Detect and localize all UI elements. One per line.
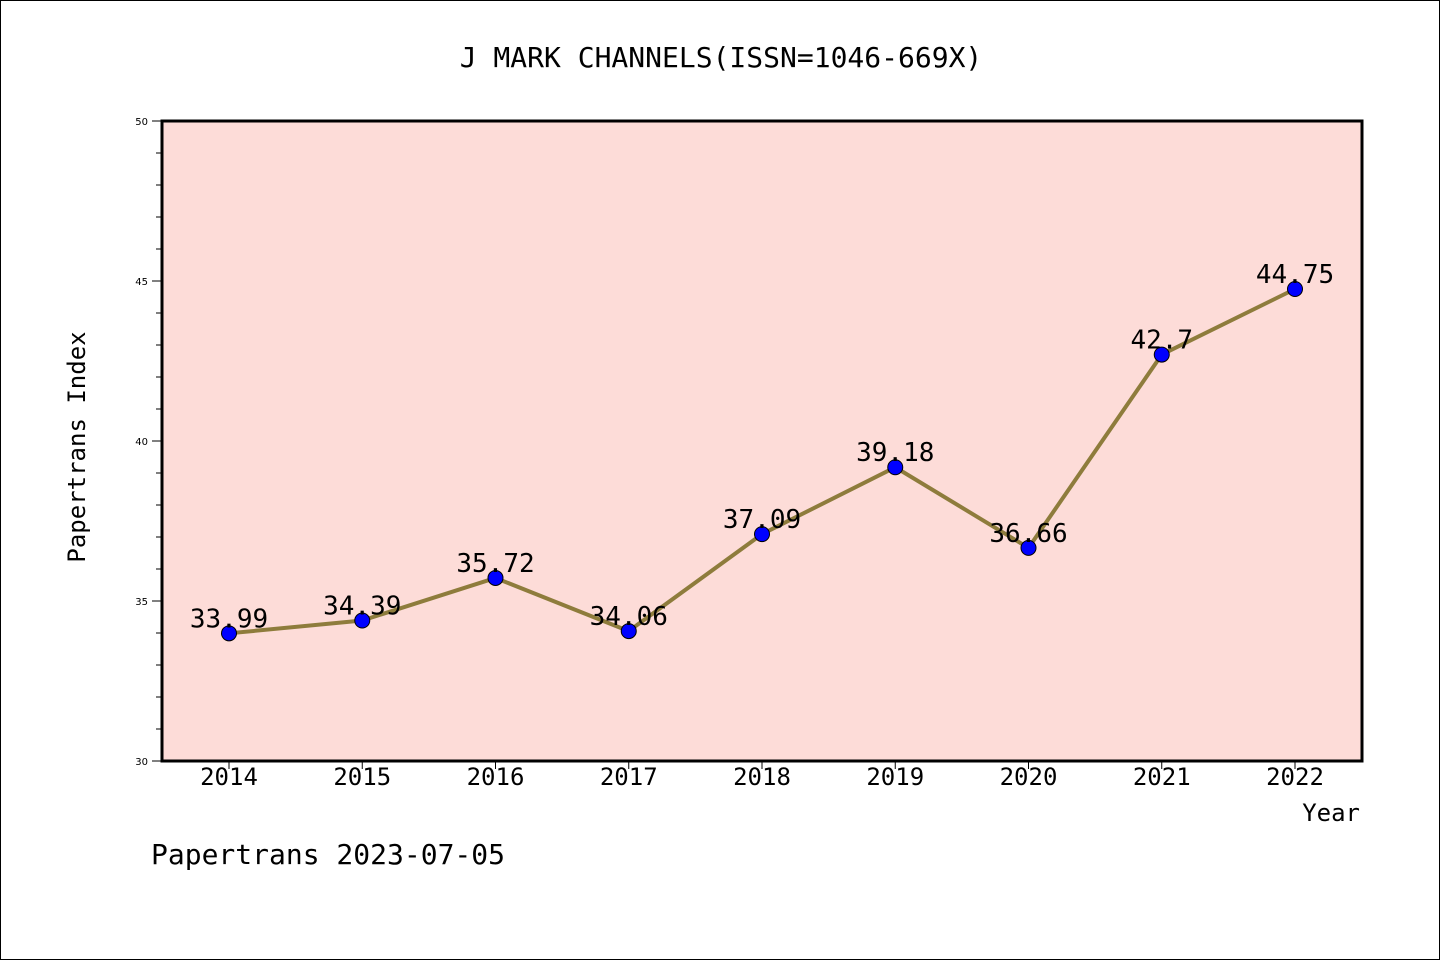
data-label: 35.72: [456, 549, 534, 579]
x-axis-label: Year: [1302, 799, 1360, 827]
data-point: [354, 612, 371, 629]
data-label: 36.66: [989, 519, 1067, 549]
data-label: 39.18: [856, 438, 934, 468]
y-axis: 30 35 40 45 50: [135, 117, 162, 768]
data-label: 34.39: [323, 592, 401, 622]
data-point: [221, 625, 237, 642]
x-tick-label: 2022: [1266, 763, 1324, 791]
x-tick-label: 2020: [1000, 763, 1058, 791]
series-group: 33.99 34.39 35.72 34.06 37.09 39.18 36.66 42.7 4…: [190, 260, 1334, 642]
x-axis: 2014 2015 2016 2017 2018 2019 2020 2021 2022: [200, 761, 1324, 791]
data-point: [1020, 539, 1037, 556]
data-label: 42.7: [1130, 326, 1193, 356]
data-point: [1287, 281, 1303, 297]
data-point: [754, 526, 770, 543]
x-tick-label: 2017: [600, 763, 658, 791]
y-tick-label: 45: [135, 277, 148, 288]
data-label: 37.09: [723, 505, 801, 535]
chart-title: J MARK CHANNELS(ISSN=1046-669X): [460, 41, 983, 74]
x-tick-label: 2018: [733, 763, 791, 791]
data-point: [620, 623, 637, 640]
y-axis-label: Papertrans Index: [63, 331, 91, 562]
y-tick-label: 35: [135, 597, 148, 608]
plot-area: [160, 119, 1364, 763]
data-point: [487, 569, 504, 586]
y-tick-label: 50: [135, 117, 148, 128]
data-label: 44.75: [1256, 260, 1334, 290]
x-tick-label: 2019: [866, 763, 924, 791]
x-tick-label: 2021: [1133, 763, 1191, 791]
data-label: 33.99: [190, 604, 268, 634]
data-label: 34.06: [590, 602, 668, 632]
x-tick-label: 2015: [333, 763, 391, 791]
x-tick-label: 2014: [200, 763, 258, 791]
y-tick-label: 30: [135, 757, 148, 768]
y-tick-label: 40: [135, 437, 148, 448]
data-point: [1153, 346, 1170, 363]
x-tick-label: 2016: [467, 763, 525, 791]
data-point: [887, 459, 904, 476]
footer-text: Papertrans 2023-07-05: [151, 838, 505, 871]
